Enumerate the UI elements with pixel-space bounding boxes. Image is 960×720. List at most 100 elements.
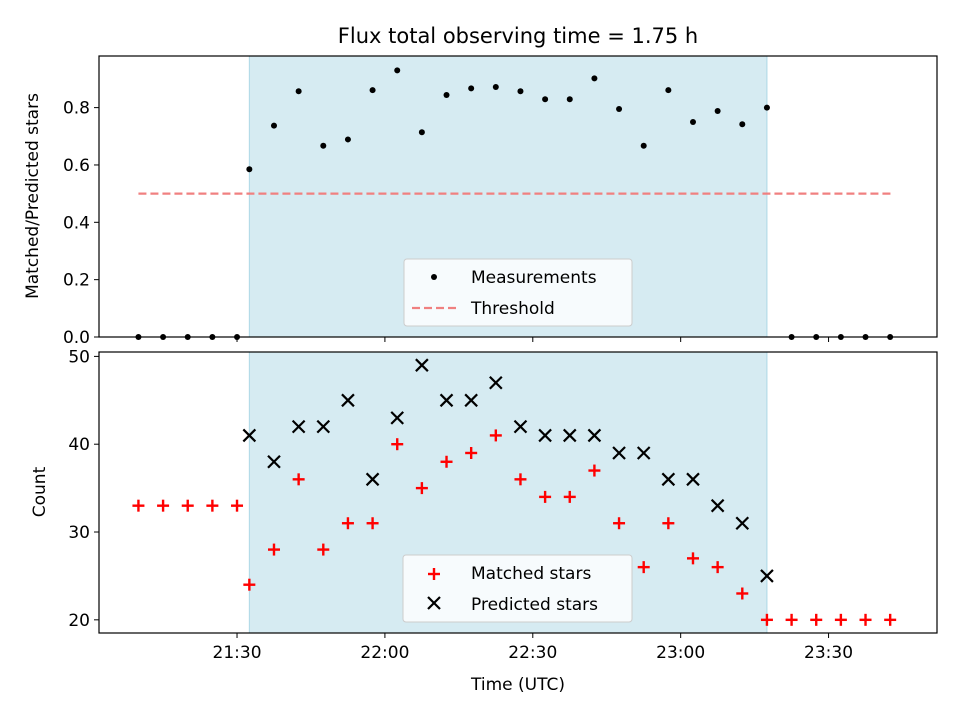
x-b xyxy=(267,454,281,469)
measurement-point xyxy=(640,142,647,149)
predicted-star-point xyxy=(291,419,306,434)
predicted-star-point xyxy=(686,472,700,487)
legend-matched-marker xyxy=(428,568,440,580)
matched-star-point xyxy=(465,446,478,459)
matched-star-point xyxy=(613,517,626,530)
x-b xyxy=(390,411,405,425)
x-b xyxy=(316,419,331,434)
measurement-point xyxy=(689,118,696,125)
matched-star-point xyxy=(662,517,675,530)
matched-star-point xyxy=(206,499,219,512)
y-tick-label: 0.4 xyxy=(63,213,90,233)
predicted-star-point xyxy=(489,375,503,390)
x-b xyxy=(291,419,306,434)
x-tick-label: 22:00 xyxy=(360,643,409,663)
matched-star-point xyxy=(440,455,453,468)
bottom-panel: 20 30 40 50 21:30 22:00 22:30 23:00 23:30 Count… xyxy=(30,347,938,695)
measurement-point xyxy=(665,87,672,94)
matched-star-point xyxy=(637,561,650,574)
measurement-point xyxy=(369,87,376,94)
x-b xyxy=(415,358,429,372)
measurement-point xyxy=(616,106,623,113)
x-tick-label: 23:30 xyxy=(804,643,853,663)
matched-star-point xyxy=(157,499,170,512)
top-legend-box xyxy=(403,258,633,327)
predicted-star-point xyxy=(661,472,676,487)
measurement-point xyxy=(763,104,770,111)
predicted-star-point xyxy=(267,454,281,469)
matched-star-point xyxy=(267,543,280,556)
matched-star-point xyxy=(539,490,552,503)
matched-star-point xyxy=(391,438,404,451)
matched-star-point xyxy=(785,613,798,626)
x-tick-label: 21:30 xyxy=(213,643,262,663)
measurement-point xyxy=(492,83,499,90)
measurement-point xyxy=(542,96,549,103)
x-b xyxy=(562,428,577,443)
y-tick-label: 20 xyxy=(68,611,90,631)
bottom-x-ticks: 21:30 22:00 22:30 23:00 23:30 xyxy=(213,633,853,663)
bottom-axes-frame xyxy=(98,351,938,634)
x-b xyxy=(464,393,478,408)
x-b xyxy=(760,569,774,583)
x-b xyxy=(612,446,626,460)
x-b xyxy=(538,428,552,443)
measurement-point xyxy=(739,121,746,128)
matched-star-point xyxy=(132,499,145,512)
x-axis-label: Time (UTC) xyxy=(470,675,565,695)
y-tick-label: 0.0 xyxy=(63,328,90,348)
x-b xyxy=(365,472,380,487)
top-x-ticks xyxy=(236,337,830,342)
predicted-star-point xyxy=(735,516,750,531)
predicted-star-point xyxy=(710,498,725,513)
y-tick-label: 0.8 xyxy=(63,99,90,119)
y-tick-label: 40 xyxy=(68,435,90,455)
x-tick-label: 23:00 xyxy=(656,643,705,663)
matched-star-point xyxy=(686,552,699,565)
chart-title: Flux total observing time = 1.75 h xyxy=(338,24,698,48)
x-b xyxy=(735,516,750,531)
predicted-star-point xyxy=(562,428,577,443)
predicted-stars-points xyxy=(242,358,774,583)
matched-star-point xyxy=(181,499,194,512)
y-tick-label: 30 xyxy=(68,523,90,543)
x-b xyxy=(341,393,355,408)
top-panel: 0.00.20.40.60.8 Matched/Predicted stars … xyxy=(23,55,938,348)
predicted-star-point xyxy=(242,428,257,443)
legend-measurements-marker xyxy=(431,274,437,280)
y-tick-label: 0.2 xyxy=(63,271,90,291)
predicted-star-point xyxy=(464,393,478,408)
measurement-point xyxy=(320,142,327,149)
measurement-point xyxy=(246,166,253,173)
x-b xyxy=(489,375,503,390)
predicted-star-point xyxy=(760,569,774,583)
legend-predicted-label: Predicted stars xyxy=(471,595,598,615)
y-tick-label: 50 xyxy=(68,347,90,367)
x-b xyxy=(686,472,700,487)
top-legend: Measurements Threshold xyxy=(403,258,633,327)
x-b xyxy=(661,472,676,487)
legend-measurements-label: Measurements xyxy=(471,268,597,288)
predicted-star-point xyxy=(390,411,405,425)
matched-star-point xyxy=(489,429,502,442)
measurement-point xyxy=(517,88,524,95)
matched-star-point xyxy=(514,473,527,486)
predicted-star-point xyxy=(365,472,380,487)
predicted-star-point xyxy=(415,358,429,372)
x-tick-label: 22:30 xyxy=(508,643,557,663)
top-y-axis-label: Matched/Predicted stars xyxy=(23,93,43,299)
measurement-point xyxy=(270,122,277,129)
matched-stars-points xyxy=(132,429,897,626)
matched-star-point xyxy=(415,482,428,495)
x-b xyxy=(710,498,725,513)
x-b xyxy=(636,446,651,460)
top-y-ticks: 0.0 0.2 0.4 0.6 0.8 xyxy=(63,99,99,348)
predicted-star-point xyxy=(587,428,602,443)
matched-star-point xyxy=(563,490,576,503)
matched-star-point xyxy=(834,613,847,626)
matched-star-point xyxy=(317,543,330,556)
matched-star-point xyxy=(859,613,872,626)
measurement-point xyxy=(714,108,721,115)
predicted-star-point xyxy=(341,393,355,408)
